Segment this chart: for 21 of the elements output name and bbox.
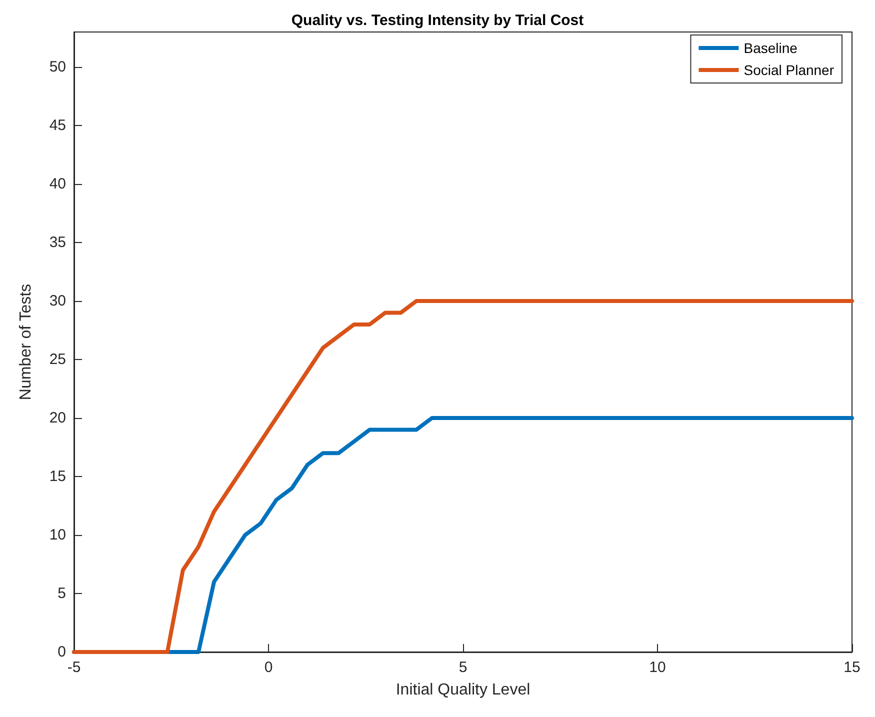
y-tick-label: 40 — [49, 176, 66, 193]
y-tick-label: 50 — [49, 58, 66, 76]
x-axis-title: Initial Quality Level — [396, 682, 530, 698]
y-tick-label: 35 — [49, 234, 66, 252]
y-tick-label: 30 — [49, 292, 66, 310]
y-axis-title: Number of Tests — [18, 284, 34, 400]
x-tick-label: 0 — [264, 659, 273, 676]
x-tick-label: 5 — [458, 659, 468, 676]
x-tick-label: -5 — [67, 659, 81, 676]
y-tick-label: 45 — [49, 117, 66, 134]
y-tick-label: 20 — [49, 410, 66, 427]
x-tick-label: 10 — [649, 659, 666, 676]
y-tick-label: 10 — [49, 526, 66, 544]
y-tick-label: 25 — [49, 351, 66, 368]
chart-title: Quality vs. Testing Intensity by Trial Cost — [291, 12, 584, 29]
y-tick-label: 5 — [58, 585, 66, 602]
y-tick-label: 15 — [49, 468, 66, 486]
legend-label: Baseline — [744, 40, 798, 56]
x-tick-label: 15 — [844, 659, 860, 676]
y-tick-label: 0 — [58, 644, 66, 660]
legend-label: Social Planner — [744, 62, 834, 78]
